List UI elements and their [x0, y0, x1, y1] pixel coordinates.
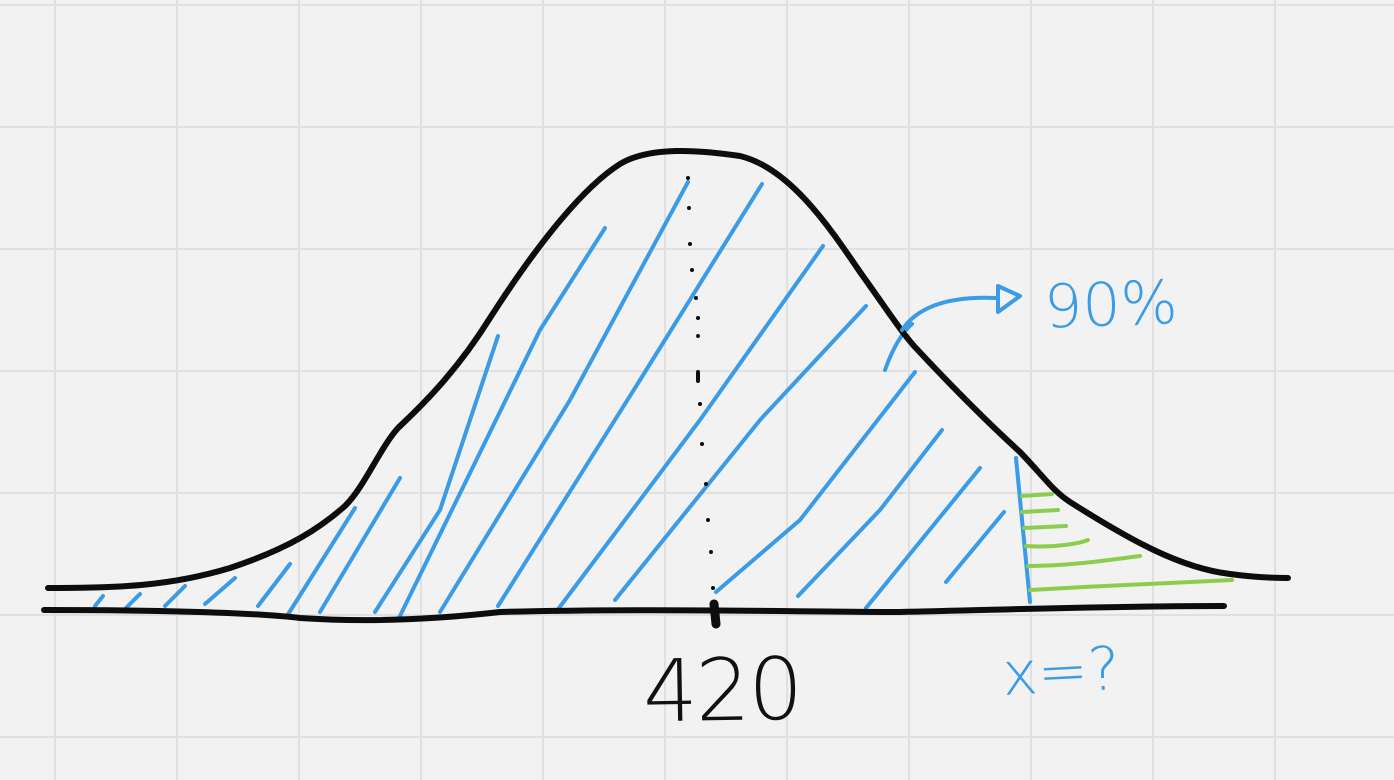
unknown-x-label: x=? [1000, 634, 1121, 710]
bell-curve [45, 147, 1291, 591]
green-hatching-tail-region [1020, 492, 1234, 592]
blue-hatching-90-region [93, 180, 1032, 622]
baseline-axis [41, 603, 1227, 623]
arrow-to-90-percent [900, 284, 1022, 332]
percent-label: 90% [1043, 268, 1179, 343]
mean-tick-mark [709, 599, 721, 629]
mean-label: 420 [642, 640, 802, 743]
mean-dotted-line [686, 176, 715, 590]
